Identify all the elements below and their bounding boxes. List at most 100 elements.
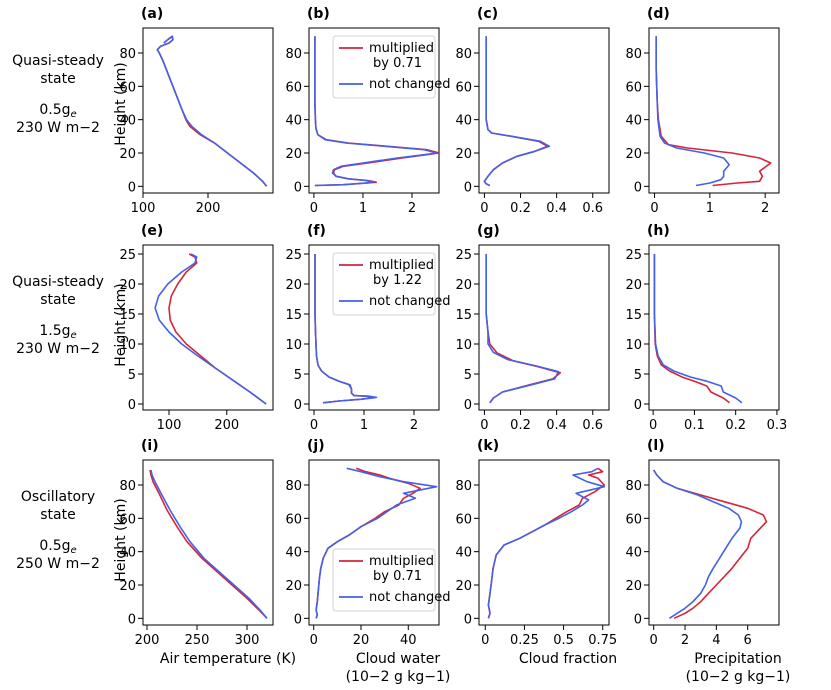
series-line-not-changed [655, 36, 731, 187]
y-tick-label: 80 [625, 479, 642, 494]
series-line-not-changed [653, 469, 743, 619]
panel-e: (e) 100 200 0 5 10 15 20 25 [119, 223, 274, 433]
x-tick-label: 1 [360, 418, 368, 433]
y-tick-label: 60 [455, 80, 472, 95]
series-line-multiplied [168, 253, 267, 405]
x-tick-label: 250 [185, 633, 210, 648]
y-tick-label: 0 [464, 398, 472, 413]
y-tick-label: 15 [285, 308, 302, 323]
panel-a-frame [142, 27, 274, 194]
row-label-1-gravity-value: 0.5g [39, 102, 70, 118]
row-label-3-gravity-value: 0.5g [39, 538, 70, 554]
y-tick-label: 10 [625, 338, 642, 353]
x-tick-label: 6 [744, 633, 752, 648]
panel-k-frame [478, 459, 610, 626]
panel-i: (i) 200 250 300 0 20 40 60 80 [119, 438, 274, 648]
panel-i-frame [142, 459, 274, 626]
y-axis-label-row3: Height (km) [113, 498, 129, 581]
y-tick-label: 5 [464, 368, 472, 383]
y-tick-label: 5 [634, 368, 642, 383]
panel-j-label: (j) [307, 438, 325, 454]
series-line-multiplied [483, 36, 549, 187]
y-tick-label: 0 [294, 612, 302, 627]
panel-i-label: (i) [141, 438, 159, 454]
y-tick-label: 60 [455, 512, 472, 527]
panel-b-frame [308, 27, 440, 194]
panel-l-label: (l) [647, 438, 665, 454]
y-tick-label: 25 [625, 248, 642, 263]
legend-entry-text: by 0.71 [373, 56, 422, 71]
y-tick-label: 0 [128, 180, 136, 195]
x-tick-label: 300 [235, 633, 260, 648]
x-tick-label: 0 [481, 633, 489, 648]
y-tick-label: 40 [625, 546, 642, 561]
legend-box [332, 35, 436, 99]
panel-h-frame [648, 244, 780, 411]
series-line-not-changed [314, 36, 438, 187]
y-tick-label: 40 [285, 546, 302, 561]
panel-g: (g) 0 0.2 0.4 0.6 0 5 10 15 20 25 [455, 223, 610, 433]
x-axis-label-cloud-water-units: (10−2 g kg−1) [346, 669, 451, 685]
series-line-not-changed [485, 254, 560, 404]
x-tick-label: 200 [196, 201, 221, 216]
legend-box [332, 252, 436, 316]
y-tick-label: 60 [119, 512, 136, 527]
panel-a-label: (a) [141, 6, 163, 22]
y-tick-label: 80 [285, 479, 302, 494]
x-axis-label-temperature: Air temperature (K) [160, 651, 296, 667]
panel-c-frame [478, 27, 610, 194]
x-axis-label-precipitation-units: (10−2 g kg−1) [686, 669, 791, 685]
y-tick-label: 0 [294, 398, 302, 413]
x-tick-label: 1 [359, 201, 367, 216]
y-tick-label: 5 [128, 368, 136, 383]
y-tick-label: 40 [455, 114, 472, 129]
x-tick-label: 0 [650, 633, 658, 648]
series-line-not-changed [653, 254, 743, 404]
y-tick-label: 0 [634, 180, 642, 195]
x-tick-label: 0 [310, 418, 318, 433]
series-line-multiplied [653, 469, 768, 620]
legend-entry-text: multiplied [369, 258, 434, 273]
panel-j-frame [308, 459, 440, 626]
row-label-2-gravity: 1.5ge [39, 323, 76, 341]
y-tick-label: 20 [285, 579, 302, 594]
series-line-multiplied [149, 469, 268, 619]
series-line-multiplied [653, 254, 730, 404]
y-tick-label: 25 [455, 248, 472, 263]
y-tick-label: 0 [294, 180, 302, 195]
x-tick-label: 0.4 [546, 201, 567, 216]
y-tick-label: 80 [285, 47, 302, 62]
y-tick-label: 10 [119, 338, 136, 353]
series-line-not-changed [150, 469, 268, 619]
row-label-1-state-line1: Quasi-steady [12, 53, 104, 69]
x-tick-label: 4 [712, 633, 720, 648]
y-axis-label-row2: Height (km) [113, 283, 129, 366]
row-label-2-gravity-value: 1.5g [39, 323, 70, 339]
y-tick-label: 60 [625, 512, 642, 527]
legend-entry-text: multiplied [369, 41, 434, 56]
legend-entry-text: by 0.71 [373, 569, 422, 584]
legend-entry-text: by 1.22 [373, 273, 422, 288]
y-tick-label: 0 [128, 398, 136, 413]
panel-k: (k) 0 0.25 0.5 0.75 0 20 40 60 80 [455, 438, 617, 648]
x-tick-label: 2 [761, 201, 769, 216]
legend-box [332, 548, 436, 612]
y-tick-label: 0 [634, 398, 642, 413]
series-line-multiplied [156, 35, 268, 187]
x-tick-label: 0.2 [725, 418, 746, 433]
panel-d-label: (d) [647, 6, 670, 22]
y-axis-labels: Height (km) Height (km) Height (km) [113, 62, 129, 581]
y-tick-label: 20 [119, 278, 136, 293]
x-tick-label: 0 [310, 633, 318, 648]
y-tick-label: 5 [294, 368, 302, 383]
panel-a: (a) 100 200 0 20 40 60 80 [119, 6, 274, 216]
x-tick-label: 0 [310, 201, 318, 216]
x-tick-label: 200 [135, 633, 160, 648]
y-tick-label: 20 [119, 147, 136, 162]
series-line-multiplied [655, 36, 772, 187]
